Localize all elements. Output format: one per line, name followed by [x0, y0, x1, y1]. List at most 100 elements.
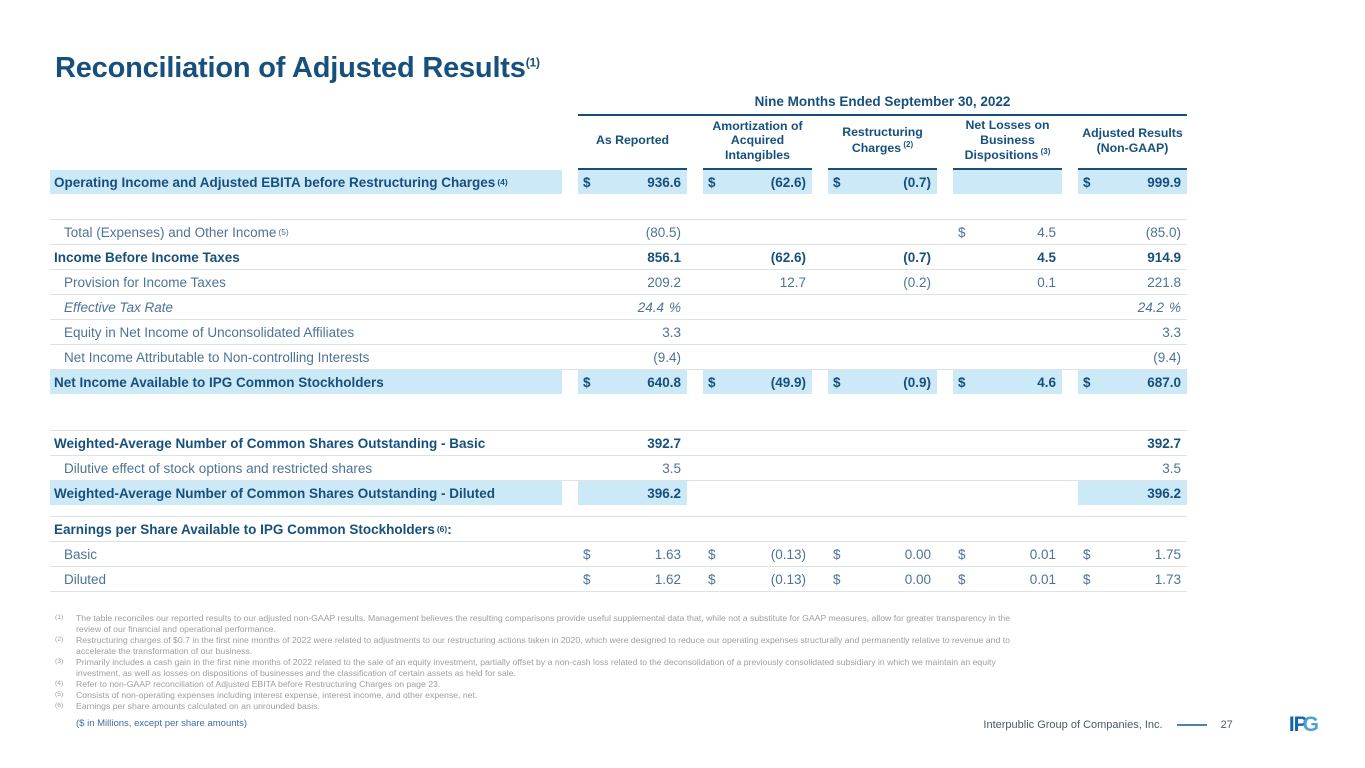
slide-title-text: Reconciliation of Adjusted Results [55, 52, 526, 84]
row-label-text: Equity in Net Income of Unconsolidated A… [64, 324, 355, 340]
dollar-sign: $ [583, 546, 591, 562]
dollar-sign: $ [1083, 374, 1091, 390]
cell-value: 640.8 [647, 374, 681, 390]
dollar-sign: $ [708, 571, 716, 587]
value-cell: 396.2 [578, 481, 687, 505]
column-header: Restructuring Charges (2) [828, 116, 937, 170]
page-number: 27 [1220, 718, 1233, 731]
value-cell: $4.6 [953, 370, 1062, 394]
value-cell: 24.4% [578, 295, 687, 319]
value-cell: $ (0.13) [703, 567, 812, 591]
dollar-sign: $ [1083, 571, 1091, 587]
footnote-number: (4) [55, 680, 64, 687]
ipg-logo: IPG [1289, 713, 1319, 736]
percent-sign: % [668, 299, 681, 315]
footnote-text: Primarily includes a cash gain in the fi… [76, 657, 996, 678]
table-row: Effective Tax Rate 24.4% 24.2% [50, 295, 1187, 320]
cell-value: (62.6) [770, 249, 806, 265]
dollar-sign: $ [583, 374, 591, 390]
cell-value: (0.9) [903, 374, 931, 390]
cell-value: 209.2 [647, 274, 681, 290]
dollar-sign: $ [1083, 546, 1091, 562]
row-label: Weighted-Average Number of Common Shares… [50, 481, 562, 505]
ipg-logo-g: G [1302, 713, 1319, 736]
row-label-text: Effective Tax Rate [64, 299, 174, 315]
value-cell: $640.8 [578, 370, 687, 394]
table-row: Dilutive effect of stock options and res… [50, 456, 1187, 481]
value-cell [953, 456, 1062, 480]
table-row: Provision for Income Taxes 209.2 12.7 (0.2)… [50, 270, 1187, 295]
value-cell: (62.6) [703, 245, 812, 269]
value-cell: $999.9 [1078, 170, 1187, 194]
cell-value: (0.2) [903, 274, 931, 290]
cell-value: 4.5 [1037, 224, 1056, 240]
column-header-label: Adjusted Results (Non-GAAP) [1082, 126, 1183, 155]
value-cell: 392.7 [1078, 431, 1187, 455]
column-header: As Reported [578, 116, 687, 170]
row-footnote-ref: (5) [278, 227, 289, 237]
cell-value: 999.9 [1147, 174, 1181, 190]
cell-value: 0.00 [904, 571, 931, 587]
cell-value: 1.73 [1154, 571, 1181, 587]
dollar-sign: $ [708, 174, 716, 190]
value-cell: 12.7 [703, 270, 812, 294]
row-footnote-ref: (6) [436, 524, 448, 534]
row-label-text: Weighted-Average Number of Common Shares… [54, 435, 486, 451]
footnote: (1) The table reconciles our reported res… [55, 613, 1015, 635]
cell-value: (85.0) [1145, 224, 1181, 240]
row-spacer [50, 194, 1187, 219]
value-cell: 0.1 [953, 270, 1062, 294]
value-cell [953, 481, 1062, 505]
footnote-text: Earnings per share amounts calculated on… [76, 701, 320, 711]
cell-value: (80.5) [645, 224, 681, 240]
table-row: Operating Income and Adjusted EBITA befo… [50, 170, 1187, 194]
footnote: (5) Consists of non-operating expenses in… [55, 690, 1015, 701]
value-cell: 856.1 [578, 245, 687, 269]
value-cell [828, 320, 937, 344]
row-label: Income Before Income Taxes [50, 245, 562, 269]
value-cell: $1.75 [1078, 542, 1187, 566]
row-label-text: Basic [64, 546, 98, 562]
cell-value: 856.1 [647, 249, 681, 265]
value-cell [703, 220, 812, 244]
cell-value: 12.7 [779, 274, 806, 290]
row-label: Provision for Income Taxes [50, 270, 562, 294]
cell-value: 3.3 [1162, 324, 1181, 340]
footnote-text: The table reconciles our reported result… [76, 613, 1011, 634]
dollar-sign: $ [833, 374, 841, 390]
footnote-number: (2) [55, 636, 64, 643]
row-label: Weighted-Average Number of Common Shares… [50, 431, 562, 455]
dollar-sign: $ [1083, 174, 1091, 190]
value-cell [828, 345, 937, 369]
cell-value: 24.2 [1137, 299, 1164, 315]
units-note: ($ in Millions, except per share amounts… [76, 718, 248, 729]
value-cell [828, 220, 937, 244]
table-row: Equity in Net Income of Unconsolidated A… [50, 320, 1187, 345]
dollar-sign: $ [708, 374, 716, 390]
cell-value: 4.5 [1037, 249, 1056, 265]
value-cell: 392.7 [578, 431, 687, 455]
cell-value: 0.1 [1037, 274, 1056, 290]
cell-value: (9.4) [653, 349, 681, 365]
footnotes-block: (1) The table reconciles our reported res… [55, 613, 1015, 729]
column-header-label: Net Losses on Business Dispositions (3) [964, 118, 1051, 163]
value-cell: 221.8 [1078, 270, 1187, 294]
row-label: Operating Income and Adjusted EBITA befo… [50, 170, 562, 194]
cell-value: 0.00 [904, 546, 931, 562]
slide-footer: Interpublic Group of Companies, Inc. 27 … [0, 713, 1319, 736]
column-header: Amortization of Acquired Intangibles [703, 116, 812, 170]
row-label: Equity in Net Income of Unconsolidated A… [50, 320, 562, 344]
row-spacer [50, 394, 1187, 430]
value-cell: (85.0) [1078, 220, 1187, 244]
value-cell [703, 320, 812, 344]
reconciliation-table: Nine Months Ended September 30, 2022 As … [50, 94, 1187, 592]
value-cell: 3.3 [1078, 320, 1187, 344]
footnote: (4) Refer to non-GAAP reconciliation of A… [55, 679, 1015, 690]
cell-value: 1.75 [1154, 546, 1181, 562]
value-cell: $ (49.9) [703, 370, 812, 394]
row-label-text: Earnings per Share Available to IPG Comm… [54, 521, 435, 537]
footnote-number: (3) [55, 658, 64, 665]
table-body: Operating Income and Adjusted EBITA befo… [50, 170, 1187, 592]
footnote-text: Consists of non-operating expenses inclu… [76, 690, 478, 700]
cell-value: 1.63 [654, 546, 681, 562]
